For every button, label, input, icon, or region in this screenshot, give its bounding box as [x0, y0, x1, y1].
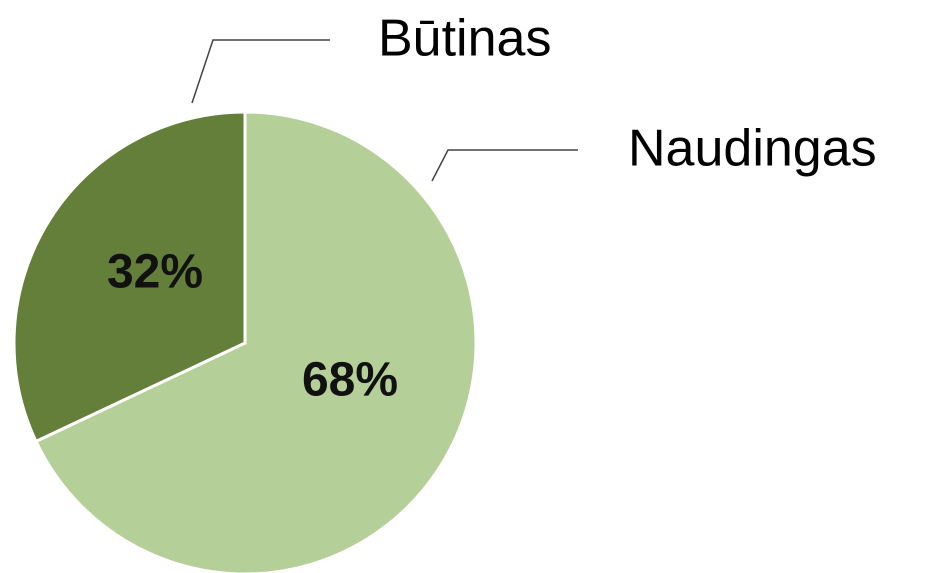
data-label: 32%: [107, 246, 203, 299]
leader-line: [191, 39, 330, 104]
data-label: 68%: [302, 354, 398, 407]
category-label: Naudingas: [628, 120, 877, 178]
pie-slice: [12, 110, 247, 444]
category-label: Būtinas: [378, 10, 551, 68]
leader-line: [431, 149, 578, 182]
pie-slice: [33, 110, 478, 573]
